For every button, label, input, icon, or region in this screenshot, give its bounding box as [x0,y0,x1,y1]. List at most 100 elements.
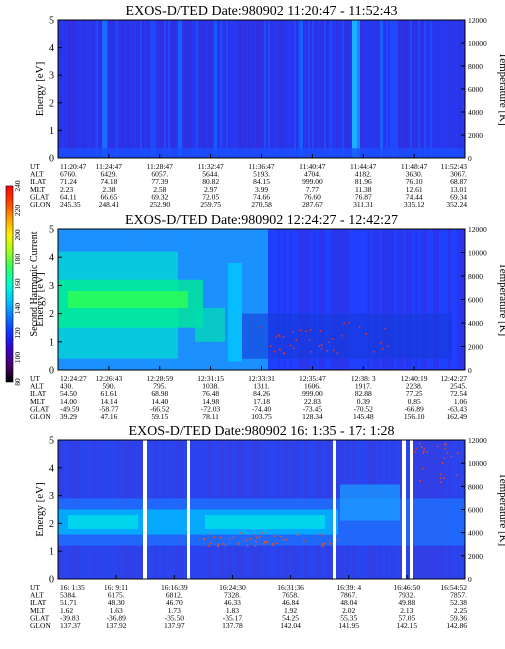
table-cell: 142.86 [446,621,467,630]
table-cell: 7658. [282,591,299,600]
y2-tick-label: 0 [468,154,472,163]
table-cell: 311.31 [353,200,374,209]
table-cell: 17.18 [253,397,270,406]
table-cell: 80.82 [202,177,219,186]
table-cell: -49.59 [60,404,80,413]
y2-axis-label: Temperature [K] [497,473,505,546]
table-cell: 162.49 [446,412,467,421]
table-cell: 82.88 [355,389,372,398]
table-cell: 16: 1:35 [60,583,85,592]
y-tick-label: 3 [49,281,54,292]
y2-tick-label: 6000 [468,85,483,94]
table-cell: 259.75 [200,200,221,209]
table-cell: 6760. [60,170,77,179]
table-cell: 76.60 [304,192,321,201]
table-cell: 1917. [355,382,372,391]
table-cell: 1311. [253,382,270,391]
table-row-label: GLAT [30,192,50,201]
table-cell: 335.12 [404,200,425,209]
table-cell: 71.24 [60,177,77,186]
table-cell: 11:44:47 [350,162,377,171]
y-tick-label: 2 [49,98,54,109]
table-cell: 11:40:47 [299,162,326,171]
panels: EXOS-D/TED Date:980902 11:20:47 - 11:52:… [30,4,505,630]
table-cell: 12:40:19 [401,374,428,383]
table-cell: -73.45 [303,404,323,413]
table-cell: 66.65 [100,192,117,201]
spectrogram-image [58,440,465,579]
table-row-label: GLON [30,621,51,630]
table-cell: 16:39: 4 [336,583,361,592]
table-row-label: UT [30,162,40,171]
panel-title: EXOS-D/TED Date:980902 11:20:47 - 11:52:… [126,4,398,19]
table-cell: 2.23 [60,185,73,194]
table-row-label: MLT [30,397,46,406]
table-cell: 48.04 [340,598,357,607]
table-cell: -66.89 [404,404,424,413]
colorbar-tick-label: 180 [13,254,22,266]
table-cell: 1606. [304,382,321,391]
table-row-label: GLAT [30,404,50,413]
table-cell: 795. [153,382,166,391]
table-cell: 156.10 [404,412,425,421]
spectrogram-image [58,229,465,370]
y2-tick-label: 10000 [468,459,487,468]
table-cell: 2238. [406,382,423,391]
table-cell: 3630. [406,170,423,179]
table-cell: 137.78 [222,621,243,630]
y2-tick-label: 10000 [468,39,487,48]
table-cell: -72.03 [201,404,221,413]
table-cell: 76.10 [406,177,423,186]
table-cell: 12:26:43 [96,374,123,383]
table-row-label: UT [30,583,40,592]
y-tick-label: 4 [49,463,54,474]
table-cell: 1038. [202,382,219,391]
table-cell: 12:24:27 [60,374,87,383]
table-cell: 1.83 [226,606,239,615]
table-cell: 142.15 [397,621,418,630]
table-row-label: ALT [30,170,44,179]
table-cell: 11:20:47 [60,162,87,171]
table-cell: 57.05 [398,613,415,622]
table-cell: 12:31:15 [197,374,224,383]
table-cell: -74.40 [252,404,272,413]
table-cell: 590. [102,382,115,391]
table-cell: 2.13 [400,606,413,615]
y-axis-label: Energy [eV] [34,62,46,116]
table-cell: 68.98 [151,389,168,398]
table-cell: 16:16:39 [161,583,188,592]
table-cell: 22.83 [304,397,321,406]
colorbar-tick-label: 200 [13,229,22,241]
y2-tick-label: 4000 [468,319,483,328]
spectrogram-panel-1: EXOS-D/TED Date:980902 11:20:47 - 11:52:… [30,4,505,209]
y2-tick-label: 10000 [468,249,487,258]
table-cell: -35.17 [223,613,243,622]
table-cell: 1.62 [60,606,73,615]
table-cell: 16:46:50 [394,583,421,592]
y2-tick-label: 8000 [468,482,483,491]
table-cell: 84.26 [253,389,270,398]
table-cell: 12:35:47 [299,374,326,383]
table-cell: 3067. [450,170,467,179]
table-cell: 64.11 [60,192,77,201]
table-cell: -35.50 [165,613,185,622]
table-cell: 5644. [202,170,219,179]
y-tick-label: 0 [49,154,54,165]
table-cell: 72.54 [450,389,467,398]
table-cell: 14.14 [100,397,117,406]
table-cell: 61.61 [100,389,117,398]
table-cell: 11:48:47 [401,162,428,171]
table-row-label: ILAT [30,177,47,186]
table-cell: 11.38 [355,185,372,194]
table-cell: 6429. [100,170,117,179]
y-tick-label: 1 [49,337,54,348]
table-cell: 1.63 [110,606,123,615]
table-cell: 47.16 [100,412,117,421]
table-cell: 2.97 [204,185,217,194]
y2-tick-label: 0 [468,575,472,584]
table-cell: 5384. [60,591,77,600]
table-row-label: MLT [30,606,46,615]
table-cell: 7932. [398,591,415,600]
table-cell: 39.29 [60,412,77,421]
